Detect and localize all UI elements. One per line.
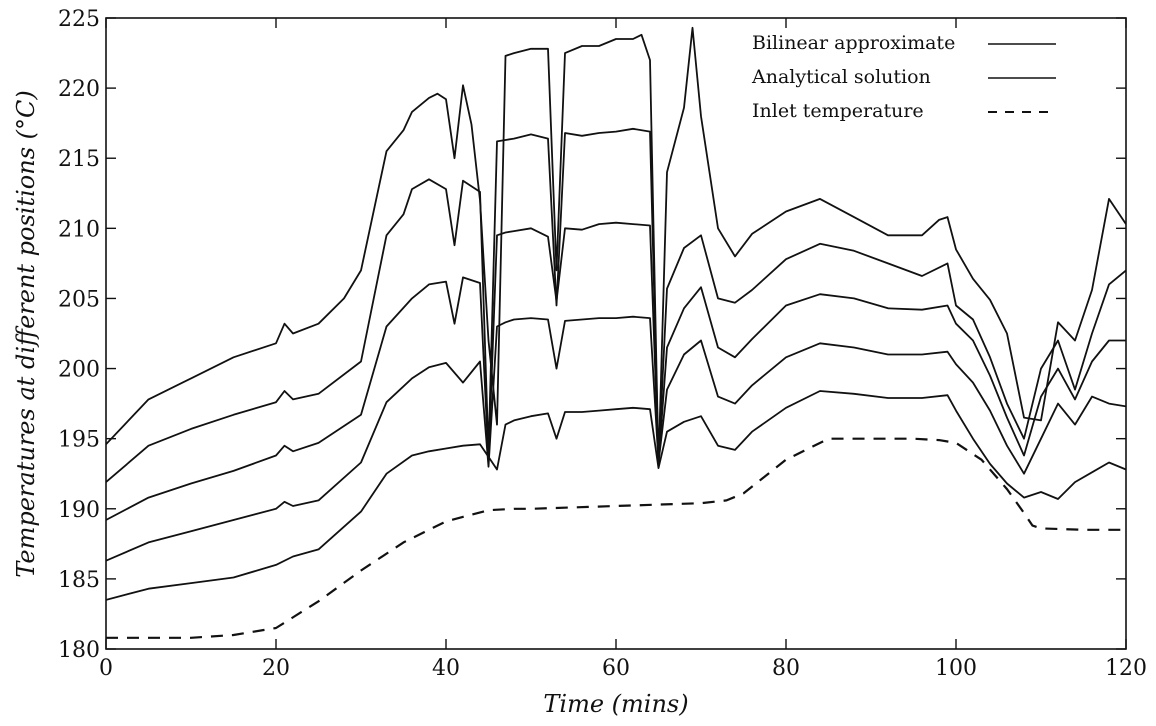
temperature-series-line-1 [106,390,1126,601]
plot-frame [105,17,1127,650]
y-tick-label: 185 [58,568,100,593]
y-tick-label: 200 [58,358,100,383]
y-tick-label: 220 [58,77,100,102]
y-tick-label: 225 [58,7,100,32]
x-tick-label: 100 [935,656,977,681]
y-tick-label: 215 [58,147,100,172]
series-layer [106,26,1126,639]
y-tick-label: 180 [58,638,100,663]
axis-ticks: 0 20 40 60 80 100 120 180 185 190 195 200 205 210 215 2… [58,7,1147,681]
temperature-series-line-2 [106,315,1126,562]
legend-label-inlet: Inlet temperature [752,100,924,122]
temperature-series-line-3 [106,221,1126,521]
temperature-series-line-4 [106,127,1126,483]
temperature-series-line-5 [106,26,1126,467]
x-tick-label: 120 [1105,656,1147,681]
y-tick-label: 190 [58,498,100,523]
legend-label-bilinear: Bilinear approximate [752,32,955,54]
x-tick-label: 80 [772,656,800,681]
x-tick-label: 0 [99,656,113,681]
inlet-temperature-line [106,437,1126,639]
y-tick-label: 195 [58,428,100,453]
x-tick-label: 20 [262,656,290,681]
y-tick-label: 205 [58,287,100,312]
legend-label-analytical: Analytical solution [751,66,931,88]
x-tick-label: 40 [432,656,460,681]
x-tick-label: 60 [602,656,630,681]
y-tick-label: 210 [58,217,100,242]
legend: Bilinear approximate Analytical solution… [751,32,1056,122]
y-axis-title: Temperatures at different positions (°C) [12,90,40,577]
x-axis-title: Time (mins) [543,690,688,718]
